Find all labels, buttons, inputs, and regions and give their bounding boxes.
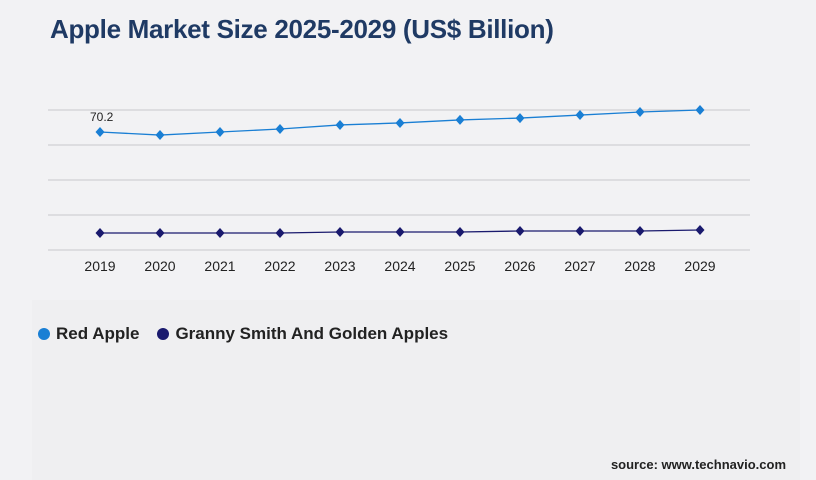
data-point xyxy=(695,105,705,115)
x-tick-label: 2023 xyxy=(324,258,355,274)
x-tick-label: 2020 xyxy=(144,258,175,274)
x-tick-label: 2026 xyxy=(504,258,535,274)
legend-marker-granny-smith xyxy=(157,328,170,340)
x-tick-label: 2025 xyxy=(444,258,475,274)
data-point xyxy=(695,225,705,235)
data-point xyxy=(275,228,285,239)
x-tick-label: 2024 xyxy=(384,258,415,274)
data-point xyxy=(155,130,165,141)
data-point xyxy=(575,110,585,121)
legend-marker-red-apple xyxy=(38,328,50,340)
x-tick-label: 2027 xyxy=(564,258,595,274)
data-point xyxy=(455,114,465,125)
data-point xyxy=(395,227,405,238)
data-point xyxy=(575,226,585,237)
chart-title: Apple Market Size 2025-2029 (US$ Billion… xyxy=(50,14,554,44)
source-text: source: www.technavio.com xyxy=(610,457,786,472)
legend-item-red-apple[interactable]: Red Apple xyxy=(38,324,139,344)
legend-label: Red Apple xyxy=(56,324,140,343)
legend-label: Granny Smith And Golden Apples xyxy=(175,324,449,343)
line-chart: 2019 2020 2021 2022 2023 2024 2025 2026 2027 2028… xyxy=(48,105,750,274)
x-tick-label: 2029 xyxy=(684,258,715,274)
data-point xyxy=(335,227,345,238)
data-point xyxy=(635,226,645,237)
data-point xyxy=(455,227,465,238)
data-point xyxy=(515,226,525,237)
data-point xyxy=(215,127,225,138)
data-point xyxy=(215,228,225,239)
data-point xyxy=(155,228,165,239)
legend-item-granny-smith[interactable]: Granny Smith And Golden Apples xyxy=(157,324,448,344)
x-tick-label: 2022 xyxy=(264,258,295,274)
x-tick-label: 2028 xyxy=(624,258,655,274)
data-point xyxy=(635,107,645,118)
data-point xyxy=(515,113,525,124)
data-point xyxy=(95,228,105,239)
data-point xyxy=(275,123,285,134)
data-point xyxy=(335,119,345,130)
legend: Red Apple Granny Smith And Golden Apples xyxy=(38,324,448,344)
x-tick-label: 2019 xyxy=(84,258,115,274)
data-point xyxy=(95,127,105,138)
x-tick-label: 2021 xyxy=(204,258,235,274)
data-label: 70.2 xyxy=(90,110,114,124)
data-point xyxy=(395,117,405,128)
